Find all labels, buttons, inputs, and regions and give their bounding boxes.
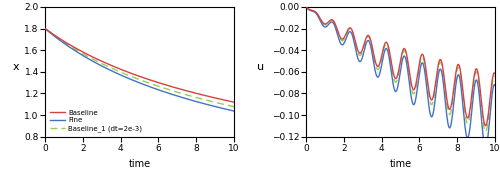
- X-axis label: time: time: [390, 159, 411, 169]
- Y-axis label: u: u: [258, 62, 264, 72]
- X-axis label: time: time: [128, 159, 150, 169]
- Y-axis label: x: x: [12, 62, 20, 72]
- Legend: Baseline, Fine, Baseline_1 (dt=2e-3): Baseline, Fine, Baseline_1 (dt=2e-3): [48, 108, 144, 133]
